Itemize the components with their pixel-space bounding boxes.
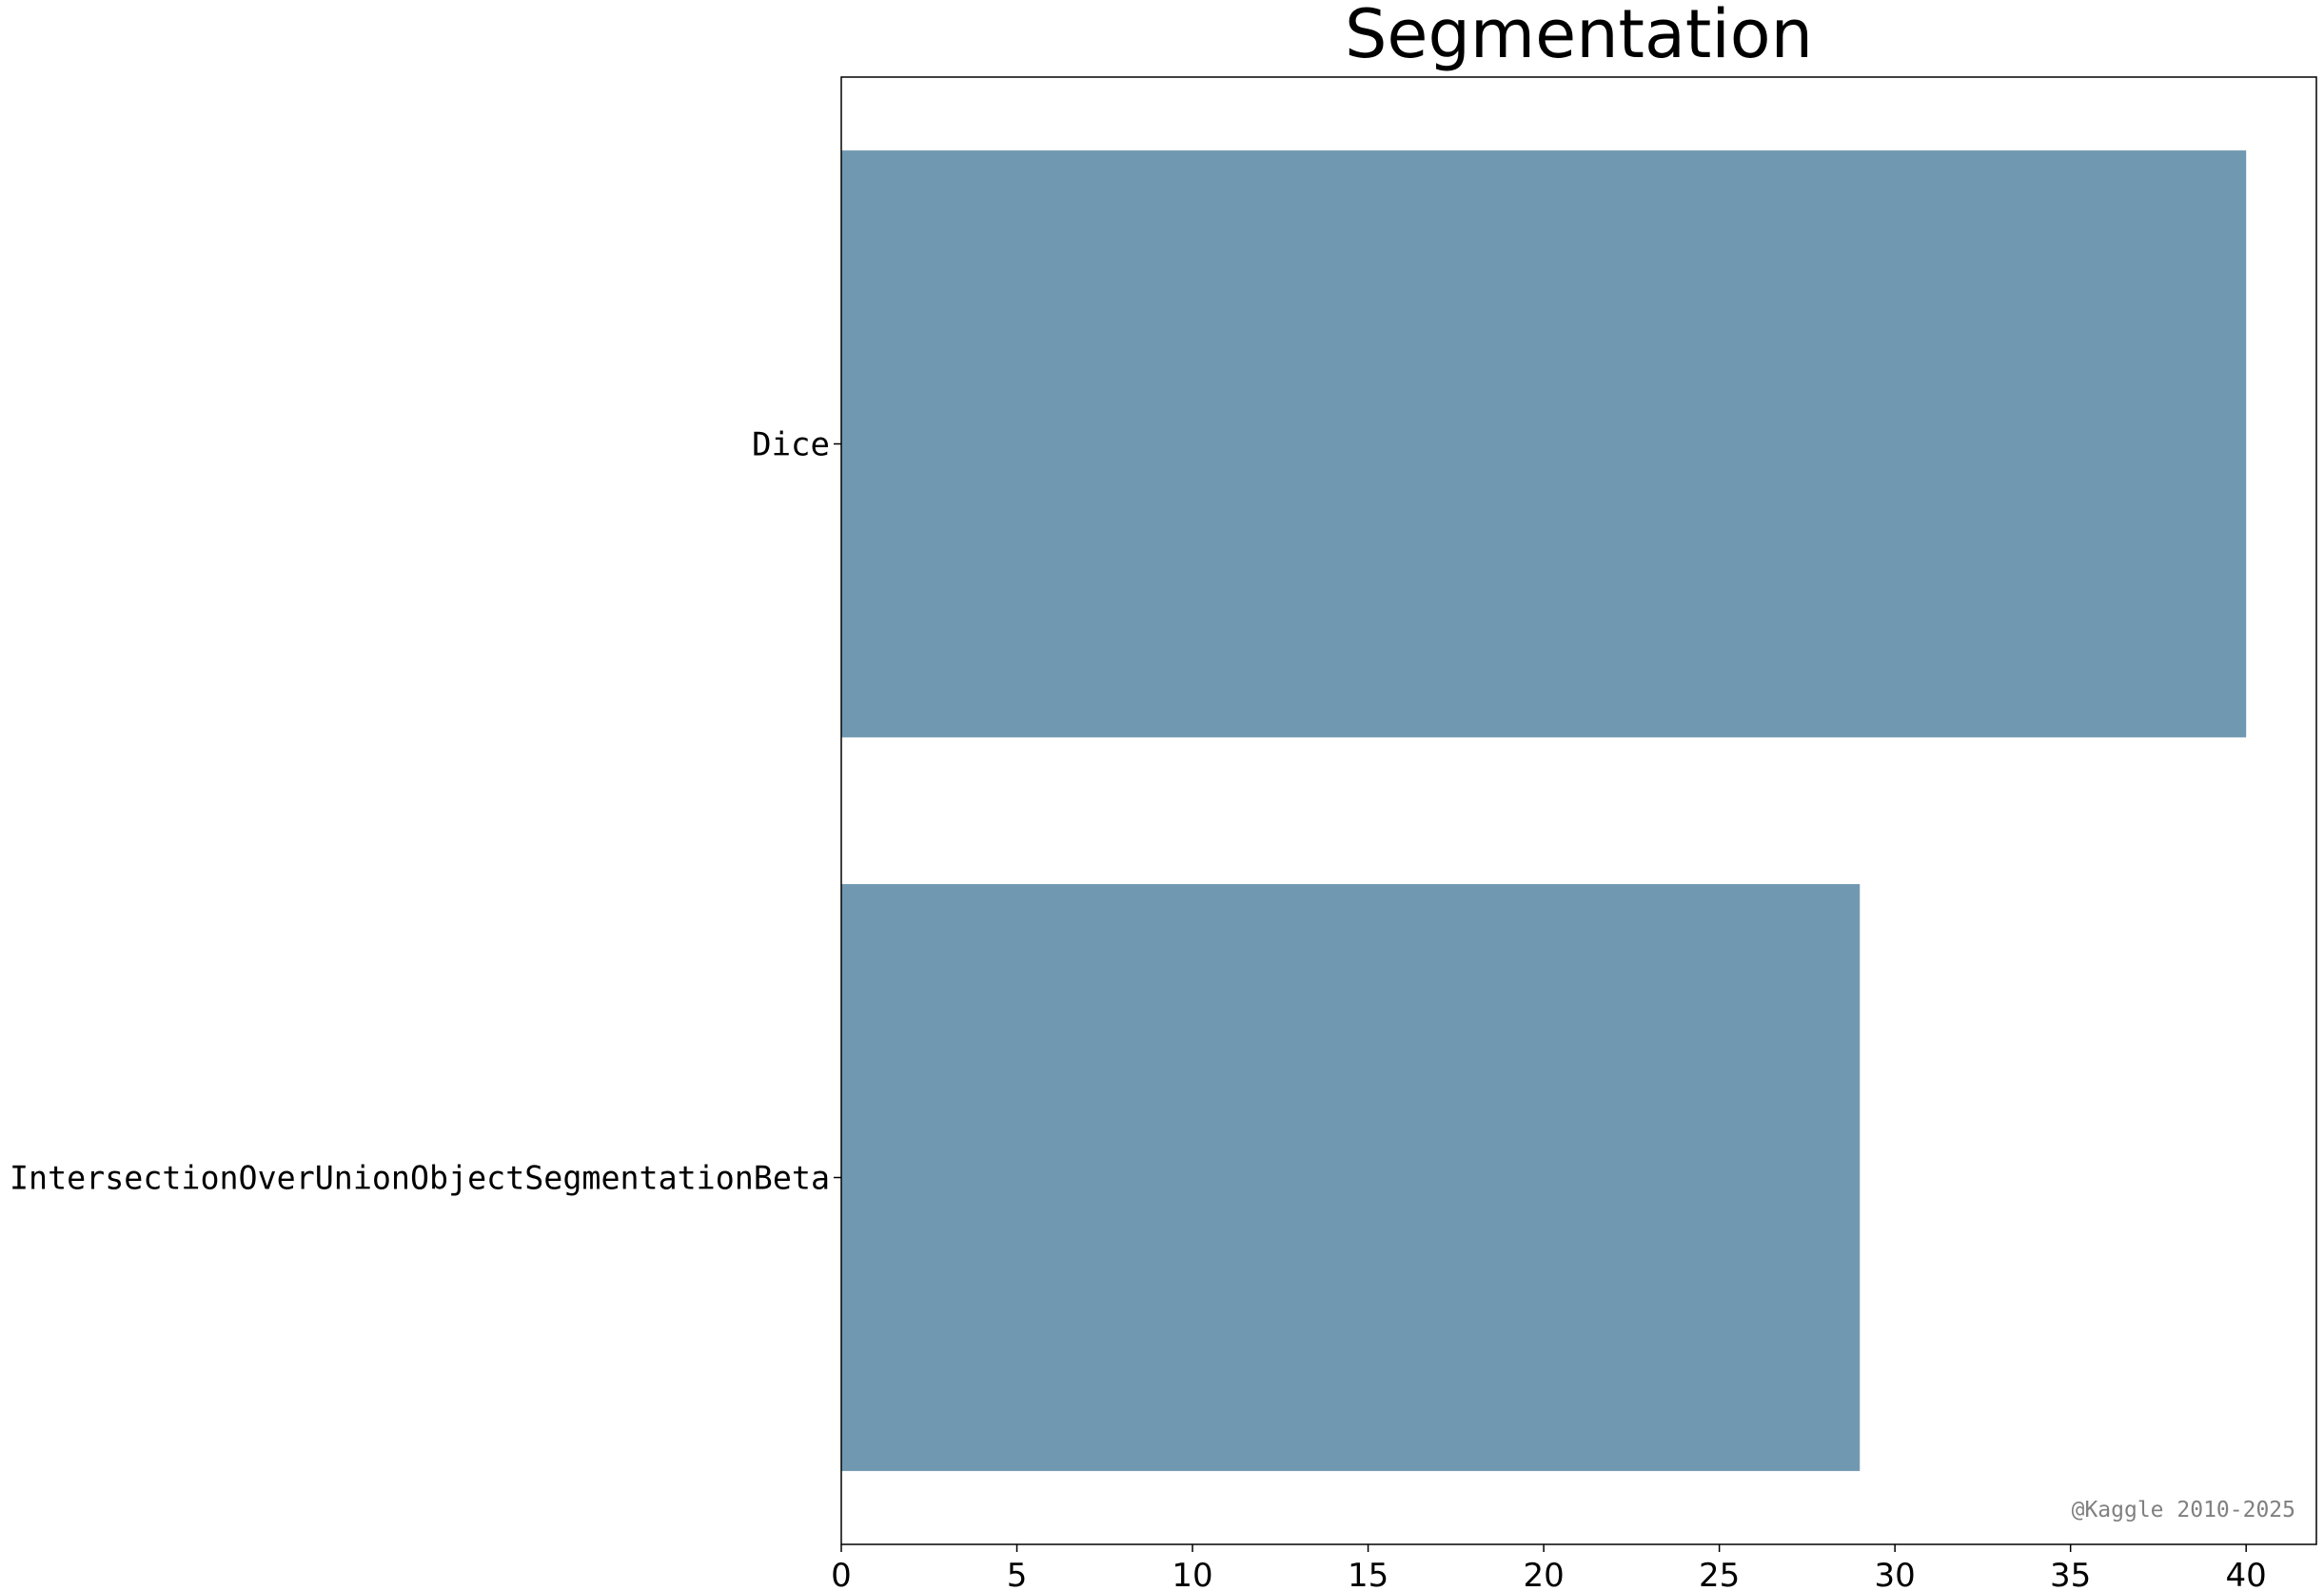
- x-tick-label-35: 35: [2050, 1557, 2091, 1591]
- x-tick-label-5: 5: [1007, 1557, 1028, 1591]
- x-tick-label-10: 10: [1172, 1557, 1212, 1591]
- bar-dice: [841, 150, 2247, 737]
- watermark: @Kaggle 2010-2025: [2072, 1498, 2295, 1522]
- bar-intersectionoverunionobjectsegmentationbeta: [841, 884, 1861, 1471]
- x-tick-label-30: 30: [1875, 1557, 1916, 1591]
- y-tick-label-dice: Dice: [752, 426, 830, 464]
- y-axis: Dice IntersectionOverUnionObjectSegmentat…: [10, 426, 841, 1198]
- x-tick-label-15: 15: [1348, 1557, 1388, 1591]
- chart-title: Segmentation: [1345, 0, 1813, 73]
- x-tick-label-20: 20: [1523, 1557, 1564, 1591]
- x-tick-label-40: 40: [2226, 1557, 2267, 1591]
- plot-frame: [840, 76, 2317, 1545]
- x-tick-label-0: 0: [831, 1557, 852, 1591]
- x-tick-label-25: 25: [1699, 1557, 1740, 1591]
- x-axis: 0 5 10 15 20 25 30 35 40: [831, 1544, 2267, 1591]
- bars-layer: [841, 150, 2247, 1471]
- y-tick-label-intersectionoverunionobjectsegmentationbeta: IntersectionOverUnionObjectSegmentationB…: [10, 1160, 830, 1198]
